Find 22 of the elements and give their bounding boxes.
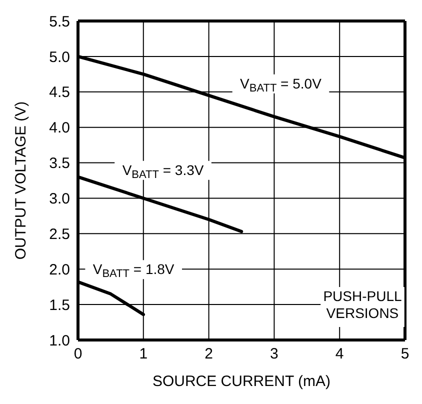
x-tick-label: 5 (400, 346, 410, 363)
y-tick-label: 5.0 (49, 48, 70, 66)
x-axis-title: SOURCE CURRENT (mA) (152, 373, 331, 390)
x-tick-label: 0 (74, 346, 82, 363)
series-label: V$_{BATT}$ = 5.0V (240, 75, 322, 94)
y-tick-label: 5.5 (49, 13, 70, 30)
y-tick-label: 2.0 (49, 261, 70, 278)
y-tick-label: 4.5 (49, 84, 70, 102)
y-tick-label: 2.5 (49, 226, 70, 243)
x-tick-label: 1 (139, 346, 148, 363)
x-tick-label: 4 (335, 346, 344, 363)
series-label: V$_{BATT}$ = 3.3V (122, 162, 204, 181)
y-axis-title: OUTPUT VOLTAGE (V) (12, 101, 30, 260)
y-tick-label: 1.5 (49, 296, 70, 314)
y-tick-label: 3.5 (49, 155, 70, 172)
series-label: V$_{BATT}$ = 1.8V (92, 261, 175, 280)
y-tick-label: 1.0 (49, 332, 70, 350)
x-tick-label: 3 (270, 346, 278, 363)
y-tick-label: 3.0 (49, 190, 70, 208)
x-tick-label: 2 (204, 346, 213, 363)
y-tick-label: 4.0 (49, 120, 70, 137)
annotation: PUSH-PULL VERSIONS (323, 288, 402, 322)
